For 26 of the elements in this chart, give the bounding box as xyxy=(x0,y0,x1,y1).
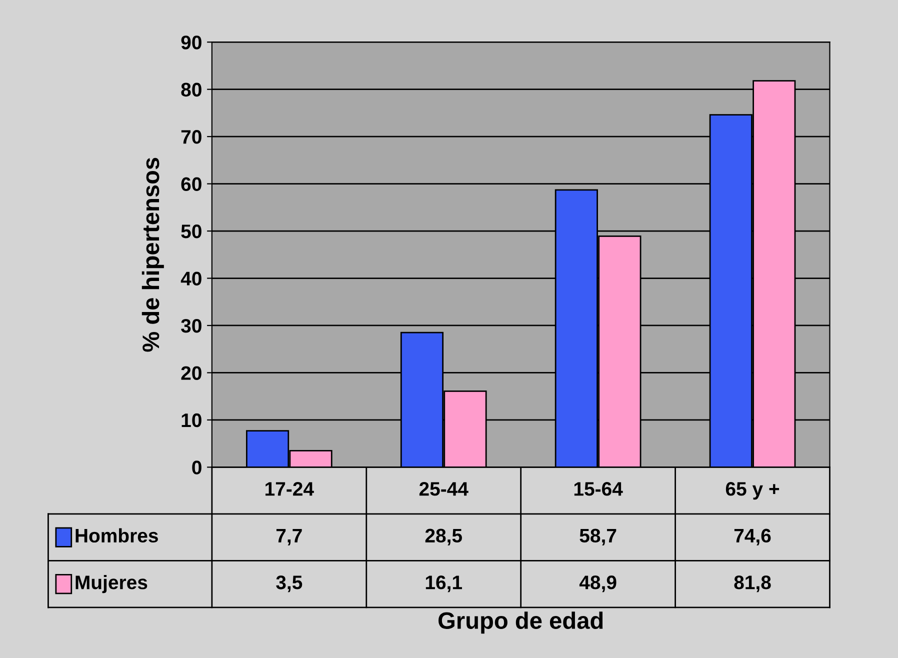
legend-label: Mujeres xyxy=(76,575,148,594)
y-tick-label: 60 xyxy=(181,177,202,192)
y-tick-label: 50 xyxy=(181,224,202,238)
y-tick-label: 20 xyxy=(181,366,202,380)
data-label: 48,9 xyxy=(579,576,616,592)
y-tick-label: 30 xyxy=(181,318,202,333)
x-tick-label: 65 y + xyxy=(726,482,780,500)
data-label: 58,7 xyxy=(580,528,616,546)
x-axis-title: Grupo de edad xyxy=(438,612,603,634)
x-tick-label: 17-24 xyxy=(266,482,314,496)
y-tick-label: 40 xyxy=(180,272,202,286)
y-tick-label: 80 xyxy=(181,82,202,97)
y-axis-title: % de hipertensos xyxy=(142,158,164,352)
y-tick-label: 70 xyxy=(181,130,202,144)
data-label: 16,1 xyxy=(426,576,462,592)
data-label: 28,5 xyxy=(425,528,462,546)
data-label: 81,8 xyxy=(734,576,771,592)
legend-label: Hombres xyxy=(76,528,158,543)
y-tick-label: 0 xyxy=(192,460,202,474)
y-tick-label: 90 xyxy=(181,36,202,50)
data-label: 74,6 xyxy=(734,528,771,546)
data-label: 7,7 xyxy=(276,528,302,546)
y-tick-label: 10 xyxy=(182,413,202,428)
x-tick-label: 25-44 xyxy=(419,482,468,496)
data-label: 3,5 xyxy=(276,576,302,592)
x-tick-label: 15-64 xyxy=(574,482,623,496)
